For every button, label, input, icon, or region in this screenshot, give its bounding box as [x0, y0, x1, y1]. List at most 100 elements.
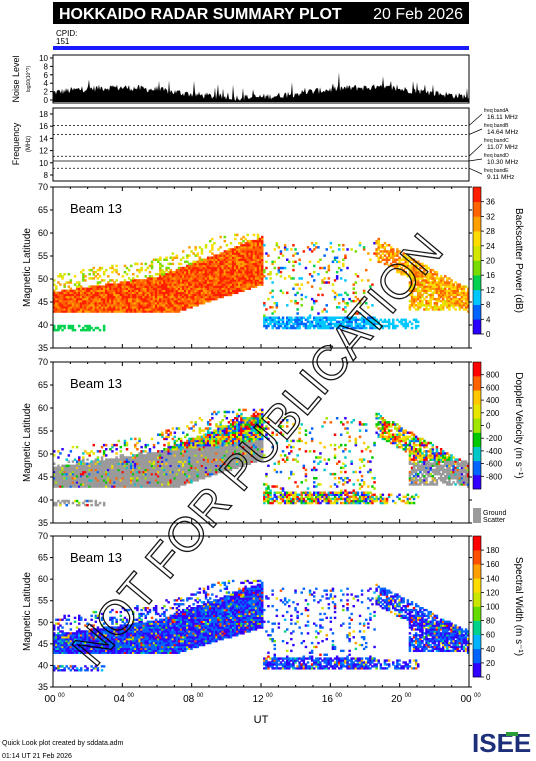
heatmap-cell [242, 244, 245, 247]
heatmap-cell [136, 283, 139, 286]
heatmap-cell [65, 297, 68, 301]
heatmap-cell [100, 304, 104, 307]
heatmap-cell [132, 308, 135, 311]
heatmap-cell [173, 431, 177, 434]
heatmap-cell [209, 427, 212, 430]
heatmap-cell [213, 256, 216, 259]
heatmap-cell [377, 239, 380, 243]
heatmap-cell [362, 248, 366, 251]
heatmap-cell [142, 302, 145, 305]
heatmap-cell [61, 310, 64, 313]
heatmap-cell [55, 304, 58, 307]
heatmap-cell [157, 308, 160, 311]
heatmap-cell [238, 262, 241, 266]
heatmap-cell [92, 277, 95, 280]
heatmap-cell [250, 283, 254, 286]
heatmap-cell [148, 306, 152, 309]
heatmap-cell [256, 235, 260, 239]
heatmap-cell [123, 306, 127, 309]
heatmap-cell [221, 254, 224, 257]
heatmap-cell [63, 285, 66, 288]
heatmap-cell [219, 235, 222, 239]
heatmap-cell [323, 326, 326, 330]
heatmap-cell [190, 306, 193, 309]
heatmap-cell [177, 285, 181, 288]
heatmap-cell [217, 289, 220, 293]
heatmap-cell [221, 262, 224, 266]
heatmap-cell [138, 295, 141, 299]
heatmap-cell [159, 291, 162, 295]
heatmap-cell [256, 248, 260, 251]
heatmap-cell [206, 277, 210, 280]
heatmap-cell [59, 275, 62, 278]
heatmap-cell [198, 270, 202, 274]
heatmap-cell [134, 291, 137, 295]
heatmap-cell [196, 297, 199, 301]
heatmap-cell [59, 293, 62, 297]
heatmap-cell [327, 264, 331, 268]
heatmap-cell [167, 304, 170, 307]
heatmap-cell [375, 248, 378, 251]
heatmap-cell [321, 324, 324, 328]
heatmap-cell [67, 499, 71, 503]
heatmap-cell [84, 328, 87, 332]
heatmap-cell [200, 419, 204, 422]
heatmap-cell [82, 279, 85, 282]
heatmap-cell [331, 316, 335, 319]
heatmap-cell [136, 262, 139, 266]
heatmap-cell [254, 277, 258, 280]
heatmap-cell [184, 289, 187, 293]
heatmap-cell [169, 270, 172, 274]
heatmap-cell [377, 320, 380, 324]
heatmap-cell [61, 448, 64, 451]
heatmap-cell [227, 291, 231, 295]
heatmap-cell [329, 246, 333, 249]
heatmap-cell [298, 318, 301, 322]
heatmap-cell [196, 254, 199, 257]
heatmap-cell [194, 299, 197, 303]
heatmap-cell [200, 289, 204, 293]
heatmap-cell [127, 285, 131, 288]
heatmap-cell [138, 308, 141, 311]
heatmap-cell [136, 310, 139, 313]
heatmap-cell [90, 268, 93, 272]
heatmap-cell [246, 242, 249, 245]
heatmap-cell [346, 318, 349, 322]
heatmap-cell [152, 299, 156, 303]
heatmap-cell [192, 262, 195, 266]
heatmap-cell [248, 273, 251, 276]
heatmap-cell [206, 421, 210, 424]
heatmap-cell [223, 258, 227, 261]
heatmap-cell [317, 293, 320, 297]
heatmap-cell [231, 283, 235, 286]
heatmap-cell [102, 287, 106, 290]
heatmap-cell [352, 326, 355, 330]
heatmap-cell [256, 233, 260, 237]
heatmap-cell [167, 299, 170, 303]
heatmap-cell [61, 308, 64, 311]
heatmap-cell [211, 270, 214, 274]
heatmap-cell [188, 287, 191, 290]
heatmap-cell [94, 293, 98, 297]
heatmap-cell [231, 260, 235, 264]
heatmap-cell [211, 246, 214, 249]
heatmap-cell [173, 295, 177, 299]
heatmap-cell [213, 270, 216, 274]
heatmap-cell [308, 314, 312, 317]
heatmap-cell [177, 293, 181, 297]
heatmap-cell [225, 279, 229, 282]
heatmap-cell [204, 279, 208, 282]
heatmap-cell [354, 318, 358, 322]
heatmap-cell [236, 260, 239, 264]
heatmap-cell [338, 322, 341, 326]
heatmap-cell [202, 293, 206, 297]
heatmap-cell [202, 273, 206, 276]
heatmap-cell [169, 293, 172, 297]
heatmap-cell [342, 299, 345, 303]
y-axis-label: Magnetic Latitude [22, 228, 33, 307]
heatmap-cell [200, 273, 204, 276]
heatmap-cell [387, 244, 391, 247]
heatmap-cell [94, 299, 98, 303]
heatmap-cell [165, 287, 168, 290]
heatmap-cell [63, 306, 66, 309]
